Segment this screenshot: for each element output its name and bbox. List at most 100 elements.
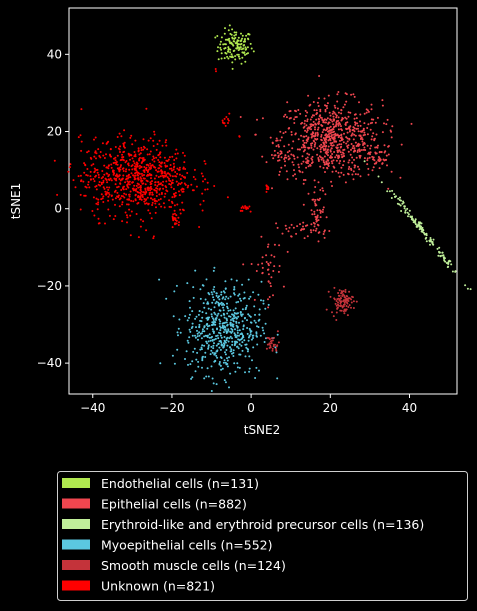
data-point (88, 186, 91, 189)
data-point (329, 118, 332, 121)
data-point (316, 101, 319, 104)
data-point (283, 158, 286, 160)
data-point (234, 342, 237, 345)
data-point (297, 138, 300, 141)
data-point (311, 158, 314, 161)
data-point (313, 143, 316, 146)
data-point (227, 57, 230, 60)
data-point (128, 168, 131, 171)
data-point (324, 129, 327, 132)
data-point (300, 134, 303, 137)
data-point (443, 257, 446, 260)
data-point (204, 356, 207, 358)
data-point (216, 334, 219, 337)
data-point (122, 174, 125, 177)
data-point (228, 337, 231, 340)
data-point (186, 172, 189, 174)
data-point (90, 164, 93, 167)
data-point (357, 124, 360, 127)
data-point (108, 179, 111, 181)
data-point (341, 151, 344, 154)
data-point (140, 146, 143, 149)
data-point (226, 336, 229, 339)
data-point (326, 158, 329, 161)
data-point (132, 174, 134, 177)
data-point (234, 307, 237, 310)
data-point (379, 158, 382, 161)
data-point (346, 131, 349, 134)
data-point (141, 193, 144, 196)
data-point (235, 279, 238, 282)
data-point (231, 343, 234, 346)
y-tick-label: −20 (37, 279, 62, 293)
data-point (178, 194, 181, 197)
data-point (83, 162, 86, 165)
data-point (265, 161, 268, 164)
data-point (297, 109, 300, 111)
data-point (173, 212, 176, 215)
data-point (127, 186, 130, 189)
data-point (239, 333, 242, 336)
data-point (203, 335, 206, 338)
data-point (325, 141, 328, 144)
data-point (270, 154, 273, 156)
data-point (282, 285, 285, 288)
data-point (147, 174, 150, 177)
data-point (305, 141, 308, 144)
data-point (122, 186, 125, 189)
data-point (339, 151, 342, 154)
data-point (316, 134, 319, 137)
data-point (326, 107, 329, 110)
data-point (194, 370, 197, 373)
data-point (424, 237, 427, 240)
data-point (267, 298, 269, 301)
data-point (301, 155, 304, 158)
data-point (267, 303, 270, 306)
data-point (201, 344, 204, 347)
data-point (121, 203, 124, 206)
data-point (285, 227, 288, 230)
data-point (295, 177, 298, 180)
data-point (237, 294, 240, 297)
data-point (272, 343, 275, 346)
data-point (245, 343, 248, 346)
data-point (107, 192, 110, 194)
data-point (154, 189, 157, 192)
data-point (234, 333, 237, 336)
data-point (346, 140, 349, 143)
data-point (226, 357, 228, 360)
data-point (330, 142, 333, 145)
data-point (308, 127, 311, 130)
data-point (206, 188, 209, 191)
data-point (323, 230, 326, 233)
data-point (226, 38, 229, 41)
data-point (293, 169, 295, 172)
data-point (222, 290, 225, 293)
data-point (182, 188, 185, 190)
data-point (171, 181, 174, 184)
data-point (278, 173, 281, 176)
data-point (197, 313, 200, 316)
data-point (159, 156, 162, 159)
data-point (372, 156, 375, 159)
data-point (84, 164, 87, 167)
data-point (144, 187, 147, 190)
data-point (279, 150, 282, 153)
data-point (234, 336, 237, 338)
data-point (409, 215, 412, 218)
data-point (128, 193, 130, 196)
data-point (173, 204, 176, 207)
data-point (356, 151, 359, 153)
data-point (223, 43, 226, 46)
data-point (232, 320, 235, 323)
data-point (152, 145, 155, 147)
data-point (356, 149, 359, 152)
data-point (177, 182, 180, 185)
data-point (261, 155, 264, 158)
data-point (224, 381, 227, 384)
data-point (345, 100, 348, 103)
data-point (267, 243, 270, 246)
data-point (370, 103, 373, 106)
data-point (325, 160, 328, 163)
data-point (236, 39, 239, 42)
